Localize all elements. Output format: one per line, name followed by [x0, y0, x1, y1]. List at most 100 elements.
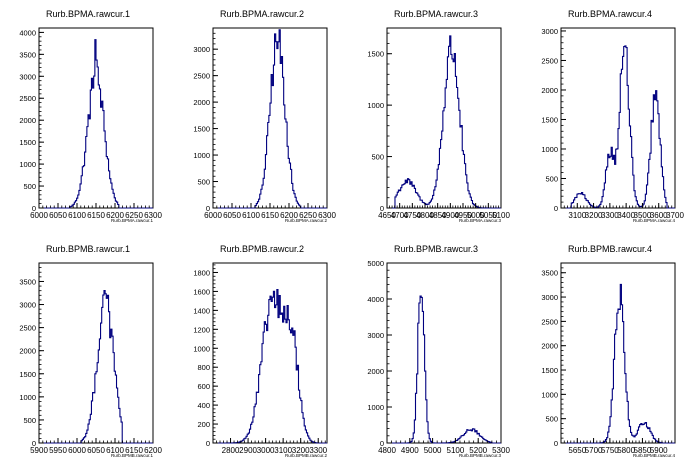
y-tick-label: 400 — [197, 401, 210, 410]
title-box: Rurb.BPMB.rawcur.1 — [46, 242, 146, 256]
title-box: Rurb.BPMA.rawcur.1 — [46, 7, 146, 21]
y-tick-label: 500 — [545, 415, 558, 424]
y-tick-label: 0 — [206, 439, 210, 448]
histogram-series — [561, 283, 675, 444]
x-tick-label: 5000 — [467, 211, 485, 220]
y-tick-label: 0 — [380, 204, 384, 213]
y-tick-label: 2000 — [19, 347, 36, 356]
y-tick-label: 500 — [197, 178, 210, 187]
histogram-panel: Rurb.BPMA.rawcur.1 6000 6050 6100 6150 6200 62… — [19, 7, 162, 223]
x-tick-label: 6100 — [242, 211, 260, 220]
chart-title: Rurb.BPMA.rawcur.4 — [568, 9, 652, 19]
y-tick-label: 1500 — [19, 138, 36, 147]
y-tick-label: 2500 — [541, 317, 558, 326]
x-tick-label: 6100 — [106, 446, 124, 455]
x-tick-label: 6100 — [68, 211, 86, 220]
y-tick-label: 1000 — [19, 160, 36, 169]
y-tick-label: 0 — [32, 439, 36, 448]
y-tick-label: 500 — [23, 182, 36, 191]
x-tick-label: 6000 — [30, 211, 48, 220]
y-tick-label: 1000 — [541, 145, 558, 154]
x-tick-label: 6200 — [144, 446, 162, 455]
x-tick-label: 4800 — [416, 211, 434, 220]
y-tick-label: 1000 — [19, 393, 36, 402]
histogram-series — [213, 29, 327, 209]
title-box: Rurb.BPMB.rawcur.4 — [568, 242, 668, 256]
x-tick-label: 4750 — [403, 211, 421, 220]
x-tick-label: 6050 — [49, 211, 67, 220]
x-tick-label: 3300 — [601, 211, 619, 220]
x-tick-label: 4850 — [429, 211, 447, 220]
y-tick-label: 1500 — [193, 125, 210, 134]
x-tick-label: 4900 — [441, 211, 459, 220]
histogram-series — [39, 290, 153, 444]
y-tick-label: 500 — [371, 153, 384, 162]
x-tick-label: 3300 — [309, 446, 327, 455]
y-tick-label: 1600 — [193, 287, 210, 296]
chart-title: Rurb.BPMB.rawcur.2 — [220, 244, 304, 254]
x-axis-label: Rurb.BPMB.rawcur.1 — [111, 453, 154, 458]
y-tick-label: 3500 — [541, 269, 558, 278]
y-tick-label: 1000 — [367, 101, 384, 110]
y-tick-label: 1800 — [193, 268, 210, 277]
x-tick-label: 4950 — [454, 211, 472, 220]
y-tick-label: 2000 — [19, 116, 36, 125]
chart-title: Rurb.BPMA.rawcur.2 — [220, 9, 304, 19]
y-tick-label: 0 — [32, 204, 36, 213]
x-tick-label: 3200 — [585, 211, 603, 220]
x-tick-label: 5650 — [568, 446, 586, 455]
x-tick-label: 3700 — [666, 211, 684, 220]
x-tick-label: 4650 — [378, 211, 396, 220]
title-background — [394, 242, 494, 256]
x-tick-label: 2900 — [239, 446, 257, 455]
y-tick-label: 2000 — [541, 86, 558, 95]
x-axis-label: Rurb.BPMA.rawcur.3 — [459, 218, 502, 223]
y-tick-label: 1500 — [541, 115, 558, 124]
x-tick-label: 5300 — [492, 446, 510, 455]
histogram-series — [561, 45, 675, 209]
title-box: Rurb.BPMB.rawcur.3 — [394, 242, 494, 256]
x-tick-label: 6200 — [280, 211, 298, 220]
y-tick-label: 800 — [197, 363, 210, 372]
x-tick-label: 2800 — [222, 446, 240, 455]
chart-title: Rurb.BPMA.rawcur.3 — [394, 9, 478, 19]
y-tick-label: 2500 — [541, 56, 558, 65]
chart-title: Rurb.BPMA.rawcur.1 — [46, 9, 130, 19]
x-tick-label: 6150 — [125, 446, 143, 455]
y-tick-label: 3000 — [367, 331, 384, 340]
y-tick-label: 4000 — [19, 28, 36, 37]
x-tick-label: 3000 — [257, 446, 275, 455]
x-tick-label: 6300 — [318, 211, 336, 220]
y-tick-label: 0 — [380, 439, 384, 448]
y-tick-label: 500 — [545, 174, 558, 183]
histogram-panel: Rurb.BPMA.rawcur.2 6000 6050 6100 6150 6200 62… — [193, 7, 336, 223]
x-axis-label: Rurb.BPMB.rawcur.2 — [285, 453, 328, 458]
x-axis-label: Rurb.BPMA.rawcur.4 — [633, 218, 676, 223]
x-tick-label: 3600 — [650, 211, 668, 220]
histogram-panel: Rurb.BPMB.rawcur.1 5900 5950 6000 6050 6100 61… — [19, 242, 162, 458]
x-tick-label: 6250 — [299, 211, 317, 220]
histogram-panel: Rurb.BPMB.rawcur.3 4800 4900 5000 5100 5200 53… — [367, 242, 510, 458]
y-tick-label: 1000 — [193, 344, 210, 353]
x-tick-label: 5800 — [617, 446, 635, 455]
y-tick-label: 3500 — [19, 277, 36, 286]
x-tick-label: 3500 — [634, 211, 652, 220]
x-tick-label: 5900 — [30, 446, 48, 455]
title-background — [568, 242, 668, 256]
chart-title: Rurb.BPMB.rawcur.3 — [394, 244, 478, 254]
y-tick-label: 3000 — [19, 301, 36, 310]
histogram-panel: Rurb.BPMB.rawcur.2 2800 2900 3000 3100 3200 33… — [193, 242, 328, 458]
title-box: Rurb.BPMA.rawcur.4 — [568, 7, 668, 21]
histogram-series — [387, 35, 501, 209]
x-axis-label: Rurb.BPMB.rawcur.4 — [633, 453, 676, 458]
plot-frame — [560, 27, 676, 209]
histogram-panel: Rurb.BPMA.rawcur.4 3100320033003400350036… — [541, 7, 684, 223]
x-tick-label: 6150 — [87, 211, 105, 220]
x-tick-label: 3400 — [617, 211, 635, 220]
x-axis-label: Rurb.BPMA.rawcur.1 — [111, 218, 154, 223]
title-background — [220, 7, 320, 21]
title-box: Rurb.BPMA.rawcur.2 — [220, 7, 320, 21]
histogram-panel: Rurb.BPMA.rawcur.34650470047504800485049… — [367, 7, 510, 223]
y-tick-label: 3000 — [541, 293, 558, 302]
